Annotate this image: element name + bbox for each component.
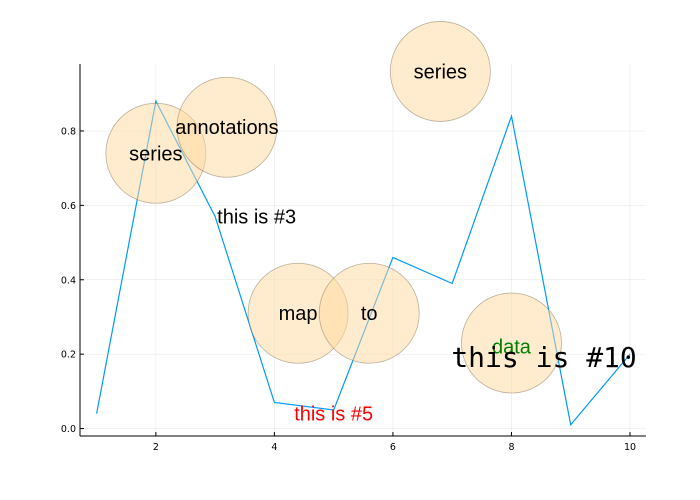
annotation-labels: series annotations series this is #3 map to da… [129, 61, 637, 425]
annotation-label: map [279, 303, 318, 325]
annotation-circle [461, 292, 562, 394]
x-tick-label: 8 [508, 442, 514, 453]
annotation-label: series [414, 61, 467, 83]
annotation-label: series [129, 143, 182, 165]
y-tick-label: 0.4 [61, 275, 76, 286]
x-tick-label: 4 [271, 442, 277, 453]
annotation-circle [389, 21, 491, 122]
y-tick-label: 0.6 [61, 201, 76, 212]
annotation-label: annotations [175, 117, 278, 139]
annotation-circle [176, 76, 278, 178]
y-tick-label: 0.2 [61, 350, 76, 361]
annotation-label: this is #3 [217, 207, 296, 229]
y-tick-label: 0.8 [61, 126, 76, 137]
x-tick-label: 2 [153, 442, 159, 453]
y-tick-label: 0.0 [61, 424, 76, 435]
x-tick-label: 6 [390, 442, 396, 453]
annotation-label: this is #5 [294, 404, 373, 426]
axes [79, 64, 646, 437]
x-tick-label: 10 [624, 442, 636, 453]
annotation-circles [105, 21, 562, 394]
annotation-circle [318, 262, 420, 364]
tick-labels: 2 4 6 8 10 0.0 0.2 0.4 0.6 0.8 [61, 126, 636, 453]
annotation-label: to [361, 303, 378, 325]
annotation-label: this is #10 [451, 341, 636, 374]
annotation-label: data [492, 337, 532, 359]
